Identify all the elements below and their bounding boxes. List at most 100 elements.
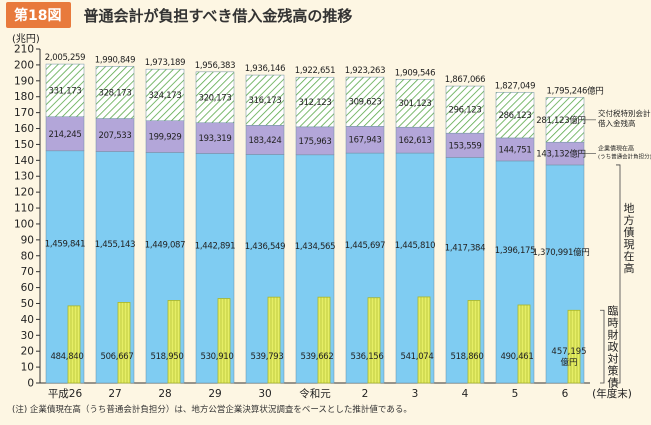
- y-tick-label: 60: [21, 282, 34, 294]
- data-label-temp-bond: 506,667: [100, 352, 133, 362]
- x-tick-label: 令和元: [299, 387, 331, 400]
- data-label-temp-bond: 518,950: [150, 352, 183, 362]
- y-tick-label: 200: [14, 59, 34, 71]
- data-label-enterprise-bond: 193,319: [198, 134, 231, 144]
- total-label: 1,956,383: [195, 61, 236, 71]
- data-label-special-account: 320,173: [198, 93, 231, 103]
- data-label-local-bond: 1,445,810: [395, 241, 436, 251]
- data-label-temp-bond: 536,156: [350, 352, 383, 362]
- total-label: 2,005,259: [45, 53, 86, 63]
- data-label-temp-bond: 490,461: [500, 352, 533, 362]
- data-label-special-account: 328,173: [98, 88, 131, 98]
- data-label-local-bond: 1,449,087: [145, 241, 186, 251]
- figure-number-badge: 第18図: [6, 2, 72, 28]
- legend-enterprise-bond-sub: (うち普通会計負担分): [598, 153, 651, 161]
- figure-title: 普通会計が負担すべき借入金残高の推移: [83, 6, 353, 25]
- total-label: 1,909,546: [395, 68, 436, 78]
- bracket-label-temp-bond-char: 債: [608, 376, 619, 390]
- x-tick-label: 29: [208, 388, 221, 400]
- total-label: 1,973,189: [145, 58, 186, 68]
- y-tick-label: 120: [14, 187, 34, 199]
- x-tick-label: 平成26: [48, 388, 83, 400]
- axis-layer: 0 10 20 30 40 50 60 70 80 90 100 110 120 130 140 150 160…: [12, 33, 632, 400]
- y-axis-label: (兆円): [12, 33, 40, 45]
- side-labels-layer: 交付税特別会計借入金残高企業債現在高(うち普通会計負担分)地方債現在高臨時財政対…: [584, 108, 651, 390]
- x-tick-label: 28: [158, 388, 171, 400]
- x-tick-label: 3: [412, 388, 419, 400]
- bar-segment-special-account: [95, 66, 135, 119]
- data-label-special-account: 309,623: [348, 98, 381, 108]
- figure-header: 第18図 普通会計が負担すべき借入金残高の推移: [0, 0, 651, 30]
- x-axis-label: (年度末): [592, 387, 632, 400]
- footnote: (注) 企業債現在高（うち普通会計負担分）は、地方公営企業決算状況調査をベースと…: [12, 405, 412, 415]
- x-tick-label: 5: [512, 388, 519, 400]
- x-tick-label: 27: [108, 388, 121, 400]
- y-tick-label: 110: [14, 203, 34, 215]
- bracket-label-local-bond-char: 地: [624, 202, 635, 215]
- bar-segment-special-account: [245, 74, 285, 126]
- data-label-local-bond: 1,396,175: [495, 246, 536, 256]
- data-label-temp-bond: 530,910: [200, 352, 233, 362]
- x-tick-label: 2: [362, 388, 369, 400]
- y-tick-label: 50: [21, 298, 34, 310]
- total-label: 1,827,049: [495, 81, 536, 91]
- data-label-temp-bond: 457,195: [551, 347, 586, 357]
- x-tick-label: 6: [562, 388, 569, 400]
- bracket-label-temp-bond-char: 財: [608, 328, 619, 342]
- bar-segment-enterprise-bond: [245, 125, 285, 155]
- data-label-local-bond: 1,436,549: [245, 242, 286, 252]
- total-label: 1,936,146: [245, 64, 286, 74]
- bar-segment-special-account: [295, 76, 335, 128]
- y-tick-label: 160: [14, 123, 34, 135]
- bar-segment-enterprise-bond: [445, 132, 485, 158]
- data-label-local-bond: 1,370,991億円: [533, 247, 590, 258]
- total-label: 1,867,066: [445, 75, 486, 85]
- bar-segment-special-account: [495, 92, 535, 139]
- data-label-special-account: 286,123: [498, 111, 531, 121]
- bracket-local-bond: [616, 164, 621, 384]
- bar-segment-special-account: [345, 76, 385, 127]
- bar-segment-special-account: [445, 85, 485, 134]
- bar-segment-special-account: [145, 68, 185, 121]
- y-tick-label: 30: [21, 330, 34, 342]
- legend-enterprise-bond: 企業債現在高: [598, 145, 634, 153]
- total-label: 1,990,849: [95, 55, 136, 65]
- data-label-temp-bond: 484,840: [50, 352, 83, 362]
- data-label-enterprise-bond: 162,613: [398, 136, 431, 146]
- data-label-enterprise-bond: 207,533: [98, 131, 131, 141]
- y-tick-label: 210: [14, 44, 34, 56]
- data-label-local-bond: 1,442,891: [195, 241, 236, 251]
- data-label-temp-bond-unit: 億円: [560, 357, 577, 368]
- bracket-label-temp-bond-char: 時: [608, 317, 619, 330]
- stacked-bar-chart: 0 10 20 30 40 50 60 70 80 90 100 110 120 130 140 150 160…: [12, 33, 651, 400]
- data-label-enterprise-bond: 143,132億円: [536, 149, 585, 160]
- total-label: 1,923,263: [345, 66, 386, 76]
- data-label-special-account: 312,123: [298, 98, 331, 108]
- total-label: 1,922,651: [295, 66, 336, 76]
- data-label-local-bond: 1,445,697: [345, 241, 386, 251]
- bar-segment-enterprise-bond: [45, 116, 85, 152]
- y-tick-label: 180: [14, 91, 34, 103]
- data-label-enterprise-bond: 214,245: [48, 130, 81, 140]
- y-tick-label: 10: [21, 362, 34, 374]
- bar-segment-special-account: [545, 97, 585, 143]
- bracket-label-temp-bond-char: 策: [608, 364, 619, 378]
- bar-segment-special-account: [195, 71, 235, 124]
- y-tick-label: 170: [14, 107, 34, 119]
- y-tick-label: 90: [21, 234, 34, 246]
- bracket-label-local-bond-char: 現: [624, 238, 635, 251]
- data-label-special-account: 316,173: [248, 96, 281, 106]
- bracket-label-temp-bond-char: 対: [608, 352, 619, 366]
- bracket-label-temp-bond-char: 臨: [608, 305, 619, 318]
- data-label-local-bond: 1,434,565: [295, 242, 336, 252]
- data-label-enterprise-bond: 153,559: [448, 141, 481, 151]
- legend-special-account-line2: 借入金残高: [598, 118, 636, 128]
- data-label-local-bond: 1,455,143: [95, 240, 136, 250]
- bar-segment-enterprise-bond: [95, 118, 135, 152]
- data-label-special-account: 324,173: [148, 91, 181, 101]
- bracket-label-local-bond-char: 高: [624, 261, 635, 275]
- legend-special-account-line1: 交付税特別会計: [598, 108, 651, 118]
- data-label-temp-bond: 541,074: [400, 352, 433, 362]
- total-label: 1,795,246億円: [547, 85, 604, 96]
